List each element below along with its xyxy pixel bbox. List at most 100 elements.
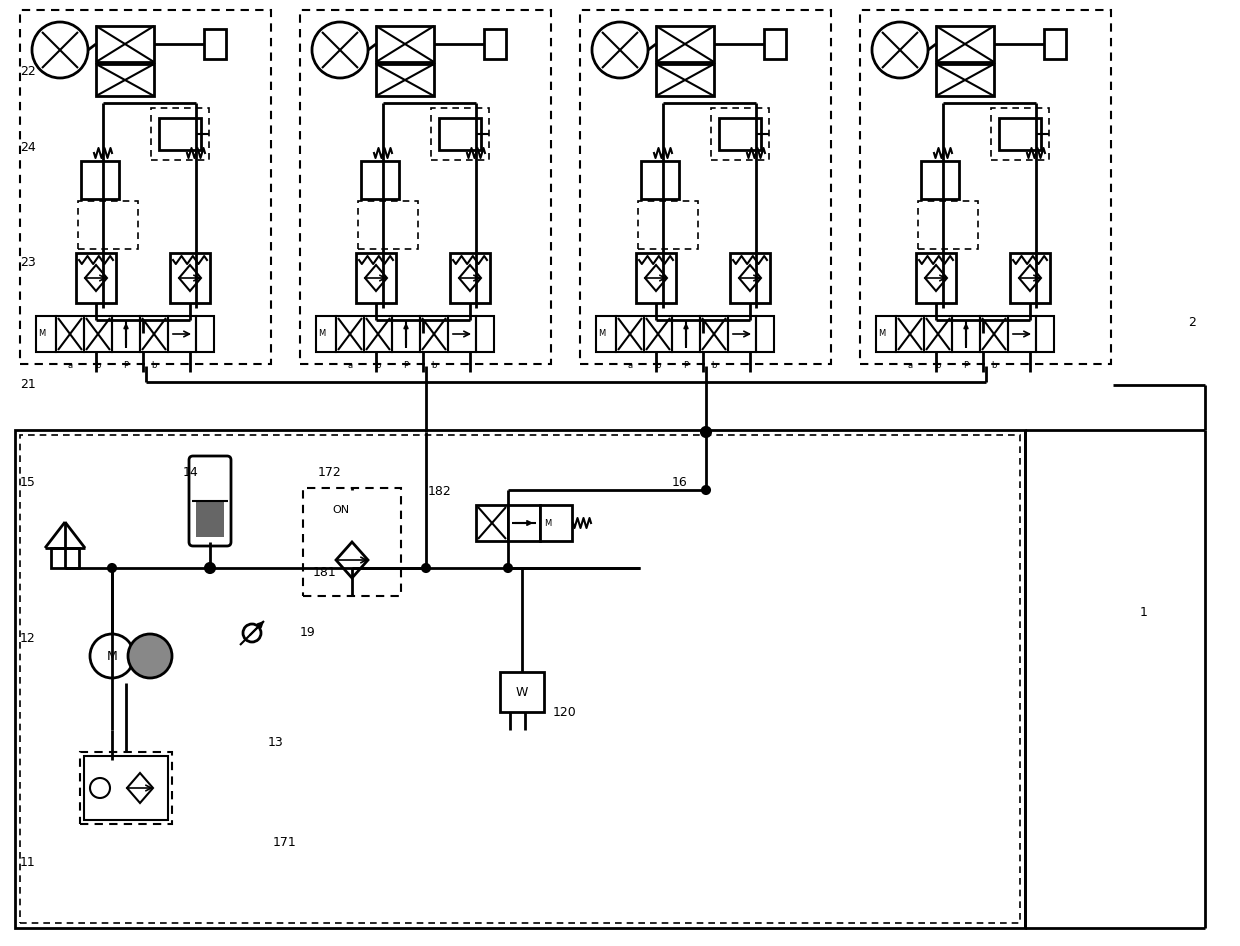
Text: P: P	[963, 361, 968, 370]
Bar	[84, 316, 112, 352]
Text: P: P	[124, 361, 129, 370]
Bar	[95, 26, 154, 62]
Text: M: M	[544, 518, 552, 528]
Bar	[196, 501, 224, 537]
Text: b: b	[655, 361, 661, 370]
Circle shape	[422, 564, 430, 572]
Bar	[1011, 253, 1050, 303]
Text: 11: 11	[20, 855, 36, 868]
Circle shape	[32, 22, 88, 78]
Bar	[616, 316, 644, 352]
Bar	[376, 26, 434, 62]
Text: a: a	[627, 361, 632, 370]
Text: 14: 14	[184, 466, 198, 480]
Bar	[358, 201, 418, 249]
Bar	[420, 316, 448, 352]
Bar	[51, 548, 79, 568]
Text: a: a	[347, 361, 352, 370]
Bar	[508, 505, 539, 541]
Bar	[711, 108, 769, 160]
Bar	[730, 253, 770, 303]
Text: b: b	[712, 361, 717, 370]
Text: b: b	[95, 361, 100, 370]
Bar	[936, 26, 994, 62]
Text: 19: 19	[300, 625, 316, 639]
Bar	[476, 505, 508, 541]
Bar	[1044, 29, 1066, 59]
Bar	[392, 316, 420, 352]
Bar	[432, 108, 489, 160]
Text: 182: 182	[428, 485, 451, 499]
Bar	[921, 161, 959, 199]
Bar	[672, 316, 701, 352]
Text: P: P	[403, 361, 408, 370]
Text: M: M	[38, 329, 45, 339]
Text: P: P	[683, 361, 688, 370]
Bar	[539, 505, 572, 541]
Bar	[639, 201, 698, 249]
Bar	[701, 316, 728, 352]
Bar	[897, 316, 924, 352]
Bar	[151, 108, 210, 160]
Text: 13: 13	[268, 735, 284, 748]
Text: ON: ON	[332, 505, 350, 515]
Text: 16: 16	[672, 477, 688, 489]
Bar	[159, 118, 201, 150]
Bar	[36, 316, 56, 352]
Bar	[20, 435, 1021, 923]
Bar	[1035, 316, 1054, 352]
Text: M: M	[878, 329, 885, 339]
Bar	[991, 108, 1049, 160]
Bar	[764, 29, 786, 59]
Bar	[448, 316, 476, 352]
Bar	[596, 316, 616, 352]
Bar	[439, 118, 481, 150]
Bar	[361, 161, 399, 199]
Bar	[170, 253, 210, 303]
Bar	[205, 29, 226, 59]
Text: b: b	[991, 361, 997, 370]
Bar	[936, 64, 994, 96]
Bar	[15, 430, 1025, 928]
Bar	[728, 316, 756, 352]
Bar	[196, 316, 215, 352]
Bar	[580, 10, 831, 364]
Bar	[450, 253, 490, 303]
Text: 12: 12	[20, 632, 36, 644]
Circle shape	[701, 427, 711, 437]
Bar	[756, 316, 774, 352]
Bar	[484, 29, 506, 59]
Bar	[476, 316, 494, 352]
Bar	[300, 10, 551, 364]
Bar	[656, 26, 714, 62]
Text: M: M	[107, 650, 118, 662]
Bar	[924, 316, 952, 352]
Text: W: W	[516, 686, 528, 698]
Circle shape	[108, 564, 117, 572]
Bar	[719, 118, 761, 150]
Text: M: M	[317, 329, 325, 339]
Bar	[636, 253, 676, 303]
Bar	[76, 253, 117, 303]
Text: b: b	[935, 361, 941, 370]
Text: b: b	[376, 361, 381, 370]
Bar	[952, 316, 980, 352]
Bar	[999, 118, 1042, 150]
Circle shape	[503, 564, 512, 572]
Circle shape	[591, 22, 649, 78]
Text: 21: 21	[20, 378, 36, 392]
Bar	[376, 64, 434, 96]
Circle shape	[91, 634, 134, 678]
Bar	[641, 161, 680, 199]
Text: b: b	[151, 361, 156, 370]
Bar	[875, 316, 897, 352]
Bar	[316, 316, 336, 352]
Text: 1: 1	[1140, 605, 1148, 619]
Bar	[365, 316, 392, 352]
Bar	[20, 10, 272, 364]
Circle shape	[312, 22, 368, 78]
Bar	[861, 10, 1111, 364]
Text: a: a	[908, 361, 913, 370]
Bar	[167, 316, 196, 352]
Circle shape	[243, 624, 260, 642]
